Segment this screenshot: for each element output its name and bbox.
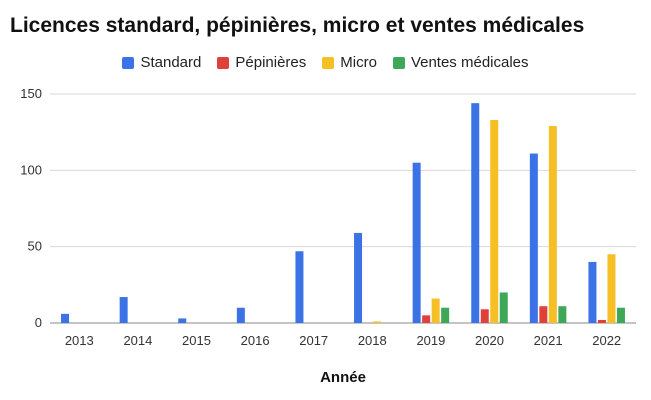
legend-label: Pépinières — [235, 54, 307, 71]
legend-swatch — [322, 56, 335, 69]
bar — [412, 162, 421, 323]
bar — [422, 315, 431, 323]
x-tick-label: 2021 — [534, 333, 563, 348]
x-tick-label: 2018 — [358, 333, 387, 348]
bar — [529, 153, 538, 323]
bar — [539, 306, 548, 323]
y-tick-label: 100 — [20, 162, 42, 177]
x-tick-label: 2016 — [241, 333, 270, 348]
x-tick-label: 2014 — [123, 333, 152, 348]
x-axis-title: Année — [320, 369, 366, 386]
bar — [236, 307, 245, 323]
x-tick-label: 2022 — [592, 333, 621, 348]
x-tick-label: 2017 — [299, 333, 328, 348]
legend-item: Pépinières — [217, 54, 306, 71]
legend-label: Micro — [340, 54, 377, 71]
bar — [441, 307, 450, 323]
bar — [607, 254, 616, 323]
bar — [490, 119, 499, 323]
bar — [431, 298, 440, 323]
bar — [558, 306, 567, 323]
x-tick-label: 2013 — [65, 333, 94, 348]
bar — [295, 251, 304, 323]
x-tick-label: 2020 — [475, 333, 504, 348]
bar — [588, 261, 597, 323]
bar — [119, 297, 128, 323]
bar — [61, 313, 70, 323]
legend-item: Micro — [322, 54, 377, 71]
bar — [480, 309, 489, 323]
legend-swatch — [217, 56, 230, 69]
x-tick-label: 2019 — [416, 333, 445, 348]
legend-swatch — [392, 56, 405, 69]
legend-label: Standard — [140, 54, 202, 71]
y-tick-label: 50 — [28, 239, 42, 254]
bar — [548, 126, 557, 323]
bar — [499, 292, 508, 323]
bar — [354, 232, 363, 323]
x-tick-label: 2015 — [182, 333, 211, 348]
legend: Standard Pépinières Micro Ventes médicales — [0, 54, 651, 71]
bar — [597, 319, 606, 323]
y-tick-label: 150 — [20, 86, 42, 101]
legend-item: Standard — [122, 54, 201, 71]
legend-item: Ventes médicales — [392, 54, 529, 71]
bar — [373, 321, 382, 323]
legend-swatch — [122, 56, 135, 69]
bar — [616, 307, 625, 323]
legend-label: Ventes médicales — [410, 54, 529, 71]
chart-title: Licences standard, pépinières, micro et … — [10, 14, 585, 37]
y-tick-label: 0 — [35, 315, 42, 330]
bar — [178, 318, 187, 323]
bar — [471, 103, 480, 323]
